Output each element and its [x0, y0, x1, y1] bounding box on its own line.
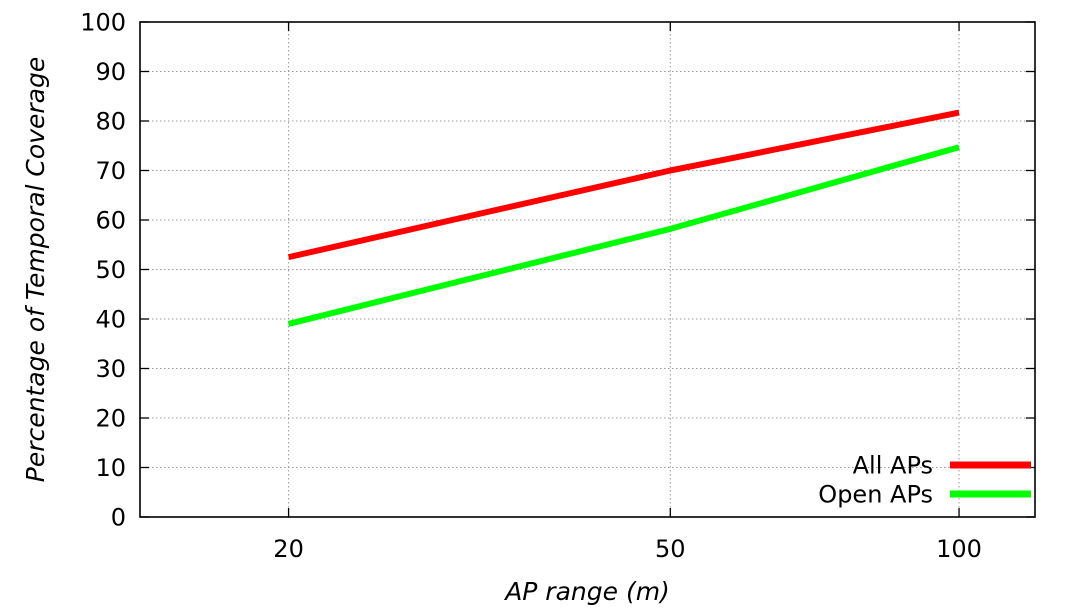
y-axis-title: Percentage of Temporal Coverage [21, 57, 50, 482]
y-tick-label: 30 [95, 355, 126, 383]
y-tick-label: 10 [95, 454, 126, 482]
y-tick-label: 60 [95, 207, 126, 235]
axis-ticks [140, 21, 1035, 518]
y-tick-label: 100 [80, 9, 126, 37]
series-line-1 [287, 109, 960, 261]
x-tick-label: 20 [273, 535, 304, 563]
grid-lines [140, 22, 1035, 517]
y-tick-label: 50 [95, 256, 126, 284]
y-tick-label: 90 [95, 58, 126, 86]
x-tick-label: 100 [936, 535, 982, 563]
y-tick-label: 0 [111, 504, 126, 532]
legend-label: Open APs [818, 481, 933, 509]
y-tick-label: 80 [95, 108, 126, 136]
y-tick-label: 70 [95, 157, 126, 185]
legend-label: All APs [853, 452, 933, 480]
series-lines [287, 109, 960, 327]
y-tick-label: 20 [95, 405, 126, 433]
x-tick-label: 50 [655, 535, 686, 563]
tick-labels: 0 10 20 30 40 50 60 70 80 90 100 20 50 100 [80, 9, 982, 564]
y-tick-label: 40 [95, 306, 126, 334]
x-axis-title: AP range (m) [503, 577, 670, 606]
